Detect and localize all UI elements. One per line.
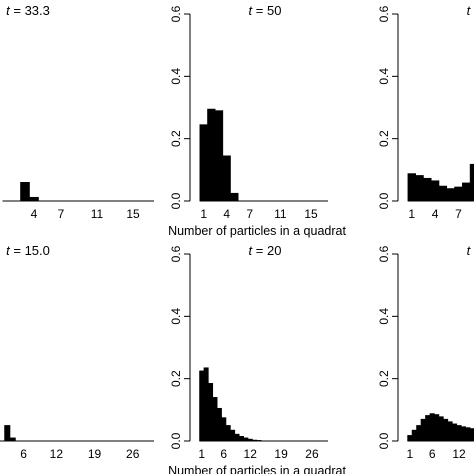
panel-5-xlabel: Number of particles in a quadrat bbox=[168, 464, 346, 474]
panel-1-bar-4 bbox=[29, 196, 39, 202]
panel-6-bar-5 bbox=[425, 415, 431, 442]
panel-6-bar-3 bbox=[416, 425, 422, 442]
panel-2-xtick-4: 4 bbox=[223, 207, 230, 221]
panel-4-title: t = 15.0 bbox=[6, 243, 50, 258]
panel-6-title: t = bbox=[467, 243, 474, 258]
panel-5-bar-5 bbox=[216, 407, 222, 442]
panel-5-bar-4 bbox=[212, 397, 218, 442]
panel-5-bar-7 bbox=[225, 425, 231, 442]
panel-1-xtick-7: 7 bbox=[58, 207, 65, 221]
panel-3-bar-3 bbox=[423, 177, 432, 202]
panel-5-xtick-1: 1 bbox=[198, 447, 205, 461]
panel-3-bar-9 bbox=[469, 163, 474, 202]
panel-6-xtick-1: 1 bbox=[406, 447, 413, 461]
panel-6-bar-11 bbox=[452, 423, 458, 442]
panel-5-bar-3 bbox=[208, 383, 214, 442]
panel-6-bar-15 bbox=[469, 428, 474, 442]
panel-5-bar-2 bbox=[203, 367, 209, 442]
panel-6-bar-13 bbox=[460, 426, 467, 442]
panel-5-bar-6 bbox=[221, 417, 227, 442]
panel-6-xtick-12: 12 bbox=[452, 447, 466, 461]
panel-3-ytick-0.4: 0.4 bbox=[377, 68, 391, 85]
panel-2-xtick-7: 7 bbox=[246, 207, 253, 221]
panel-2-bar-5 bbox=[230, 192, 239, 202]
panel-6-bar-7 bbox=[434, 414, 440, 442]
panel-4-xtick-6: 6 bbox=[20, 447, 27, 461]
panel-1-bar-3 bbox=[20, 182, 30, 202]
panel-5-ytick-0.2: 0.2 bbox=[169, 370, 183, 387]
panel-6-ytick-0.6: 0.6 bbox=[377, 245, 391, 262]
panel-5-xtick-26: 26 bbox=[305, 447, 319, 461]
panel-5-ytick-0.6: 0.6 bbox=[169, 245, 183, 262]
panel-2-xtick-11: 11 bbox=[274, 207, 287, 221]
panel-4-xtick-19: 19 bbox=[88, 447, 102, 461]
panel-6-bar-1 bbox=[407, 435, 413, 442]
panel-2-xtick-15: 15 bbox=[304, 207, 318, 221]
panel-3-ytick-0.2: 0.2 bbox=[377, 130, 391, 147]
panel-6-bar-10 bbox=[447, 421, 453, 442]
panel-4-xtick-12: 12 bbox=[50, 447, 64, 461]
panel-6-ytick-0.0: 0.0 bbox=[377, 432, 391, 449]
panel-3-ytick-0.6: 0.6 bbox=[377, 5, 391, 22]
panel-3-xtick-1: 1 bbox=[408, 207, 415, 221]
panel-6-bar-4 bbox=[420, 418, 426, 442]
panel-1-xtick-4: 4 bbox=[31, 207, 38, 221]
panel-6-bar-9 bbox=[443, 418, 449, 442]
panel-2-bar-4 bbox=[222, 155, 231, 202]
panel-3-xtick-4: 4 bbox=[432, 207, 439, 221]
panel-2-bar-1 bbox=[199, 124, 208, 202]
panel-3-title: t = bbox=[467, 3, 474, 18]
panel-3-bar-4 bbox=[430, 180, 440, 202]
panel-3-ytick-0.0: 0.0 bbox=[377, 192, 391, 209]
panel-5-xtick-6: 6 bbox=[220, 447, 227, 461]
panel-6-ytick-0.4: 0.4 bbox=[377, 308, 391, 325]
panel-1-xtick-11: 11 bbox=[91, 207, 104, 221]
panel-6-bar-12 bbox=[456, 425, 462, 442]
panel-2-ytick-0.0: 0.0 bbox=[169, 192, 183, 209]
panel-3-bar-7 bbox=[454, 186, 463, 202]
panel-2-ytick-0.2: 0.2 bbox=[169, 130, 183, 147]
panel-6-bar-8 bbox=[438, 416, 444, 442]
panel-6-xtick-6: 6 bbox=[429, 447, 436, 461]
panel-5-title: t = 20 bbox=[249, 243, 282, 258]
panel-6-ytick-0.2: 0.2 bbox=[377, 370, 391, 387]
panel-5-ytick-0.0: 0.0 bbox=[169, 432, 183, 449]
panel-1-title: t = 33.3 bbox=[6, 3, 50, 18]
panel-2-ytick-0.4: 0.4 bbox=[169, 68, 183, 85]
panel-2-ytick-0.6: 0.6 bbox=[169, 5, 183, 22]
panel-3-bar-6 bbox=[446, 188, 455, 202]
panel-5-ytick-0.4: 0.4 bbox=[169, 308, 183, 325]
panel-5-bar-1 bbox=[199, 370, 205, 442]
panel-4-xtick-26: 26 bbox=[126, 447, 140, 461]
panel-5-bar-10 bbox=[238, 436, 244, 442]
panel-3-bar-8 bbox=[462, 182, 471, 202]
panel-2-xtick-1: 1 bbox=[200, 207, 207, 221]
panel-2-title: t = 50 bbox=[249, 3, 282, 18]
panel-3-bar-2 bbox=[415, 175, 424, 202]
panel-5-bar-9 bbox=[234, 433, 240, 442]
panel-6-bar-2 bbox=[411, 429, 417, 442]
panel-2-bar-2 bbox=[207, 108, 216, 202]
panel-5-xtick-12: 12 bbox=[244, 447, 258, 461]
panel-5-xtick-19: 19 bbox=[274, 447, 288, 461]
panel-3-xtick-7: 7 bbox=[455, 207, 462, 221]
panel-1-xtick-15: 15 bbox=[126, 207, 140, 221]
panel-4-bar-3 bbox=[4, 425, 11, 442]
panel-6-bar-14 bbox=[465, 427, 471, 442]
panel-5-bar-8 bbox=[230, 429, 236, 442]
panel-3-bar-1 bbox=[407, 173, 416, 202]
panel-6-bar-6 bbox=[429, 413, 435, 442]
panel-3-bar-5 bbox=[438, 185, 448, 202]
panel-2-bar-3 bbox=[214, 110, 224, 202]
panel-2-xlabel: Number of particles in a quadrat bbox=[168, 224, 346, 238]
